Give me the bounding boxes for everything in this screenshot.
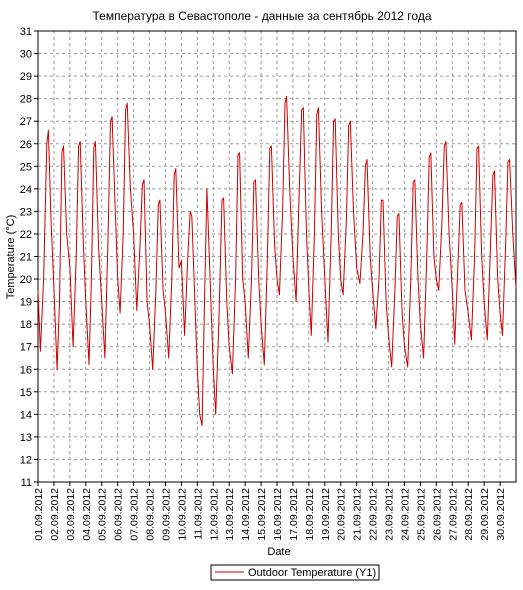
y-tick-label: 30 <box>20 49 32 61</box>
y-tick-label: 12 <box>20 454 32 466</box>
x-tick-label: 04.09.2012 <box>81 488 93 541</box>
x-tick-label: 13.09.2012 <box>224 488 236 541</box>
y-tick-label: 28 <box>20 94 32 106</box>
y-tick-label: 16 <box>20 364 32 376</box>
x-tick-label: 21.09.2012 <box>352 488 364 541</box>
x-tick-label: 17.09.2012 <box>288 488 300 541</box>
y-tick-label: 15 <box>20 387 32 399</box>
y-tick-label: 20 <box>20 274 32 286</box>
x-tick-label: 18.09.2012 <box>304 488 316 541</box>
x-tick-label: 09.09.2012 <box>160 488 172 541</box>
x-tick-label: 27.09.2012 <box>447 488 459 541</box>
x-tick-label: 12.09.2012 <box>208 488 220 541</box>
x-tick-label: 01.09.2012 <box>33 488 45 541</box>
y-axis: 11 12 13 14 15 16 17 18 19 20 21 22 23 24 25 26 27 28 29 30… <box>20 26 38 489</box>
y-tick-label: 14 <box>20 409 32 421</box>
x-axis-label: Date <box>267 546 290 558</box>
y-axis-label: Temperature (°C) <box>5 215 17 299</box>
x-tick-label: 29.09.2012 <box>479 488 491 541</box>
y-tick-label: 11 <box>21 477 32 489</box>
grid-lines <box>38 31 516 482</box>
x-tick-label: 15.09.2012 <box>256 488 268 541</box>
y-tick-label: 23 <box>20 206 32 218</box>
y-tick-label: 26 <box>20 139 32 151</box>
x-tick-label: 20.09.2012 <box>336 488 348 541</box>
x-tick-label: 11.09.2012 <box>192 488 204 540</box>
legend: Outdoor Temperature (Y1) <box>210 564 380 581</box>
x-tick-label: 23.09.2012 <box>384 488 396 541</box>
x-tick-label: 16.09.2012 <box>272 488 284 541</box>
x-tick-label: 14.09.2012 <box>240 488 252 541</box>
x-tick-label: 30.09.2012 <box>495 488 507 541</box>
y-tick-label: 25 <box>20 161 32 173</box>
chart-title: Температура в Севастополе - данные за се… <box>93 9 432 23</box>
x-tick-label: 25.09.2012 <box>415 488 427 541</box>
series-layer <box>37 95 517 427</box>
x-tick-label: 28.09.2012 <box>463 488 475 541</box>
x-tick-label: 08.09.2012 <box>145 488 157 541</box>
x-tick-label: 02.09.2012 <box>49 488 61 541</box>
x-tick-label: 26.09.2012 <box>431 488 443 541</box>
y-tick-label: 19 <box>20 297 32 309</box>
y-tick-label: 27 <box>20 116 32 128</box>
y-tick-label: 29 <box>20 71 32 83</box>
y-tick-label: 17 <box>20 342 32 354</box>
x-tick-label: 07.09.2012 <box>129 488 141 541</box>
x-tick-label: 10.09.2012 <box>176 488 188 541</box>
y-tick-label: 18 <box>20 319 32 331</box>
x-tick-label: 03.09.2012 <box>65 488 77 541</box>
y-tick-label: 21 <box>20 252 32 264</box>
x-tick-label: 06.09.2012 <box>113 488 125 541</box>
legend-box <box>210 564 380 581</box>
y-tick-label: 31 <box>20 26 32 38</box>
x-tick-label: 19.09.2012 <box>320 488 332 541</box>
x-tick-label: 24.09.2012 <box>399 488 411 541</box>
legend-entry-outdoor-temperature: Outdoor Temperature (Y1) <box>248 567 376 579</box>
y-tick-label: 22 <box>20 229 32 241</box>
y-tick-label: 24 <box>20 184 32 196</box>
x-tick-label: 22.09.2012 <box>368 488 380 541</box>
series-line-outdoor-temperature <box>37 95 517 427</box>
x-tick-label: 05.09.2012 <box>97 488 109 541</box>
x-axis: 01.09.2012 02.09.2012 03.09.2012 04.09.2012… <box>33 482 507 541</box>
y-tick-label: 13 <box>20 432 32 444</box>
